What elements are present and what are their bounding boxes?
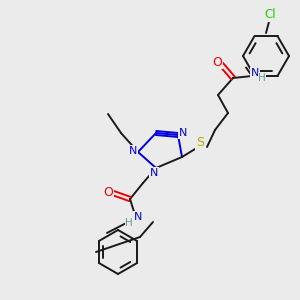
Text: O: O [212, 56, 222, 68]
Text: N: N [134, 212, 142, 222]
Text: N: N [179, 128, 187, 138]
Text: N: N [150, 168, 158, 178]
Text: O: O [103, 185, 113, 199]
Text: H: H [258, 73, 266, 83]
Text: H: H [125, 218, 133, 228]
Text: N: N [251, 68, 259, 78]
Text: N: N [129, 146, 137, 156]
Text: Cl: Cl [264, 8, 276, 22]
Text: S: S [196, 136, 204, 149]
